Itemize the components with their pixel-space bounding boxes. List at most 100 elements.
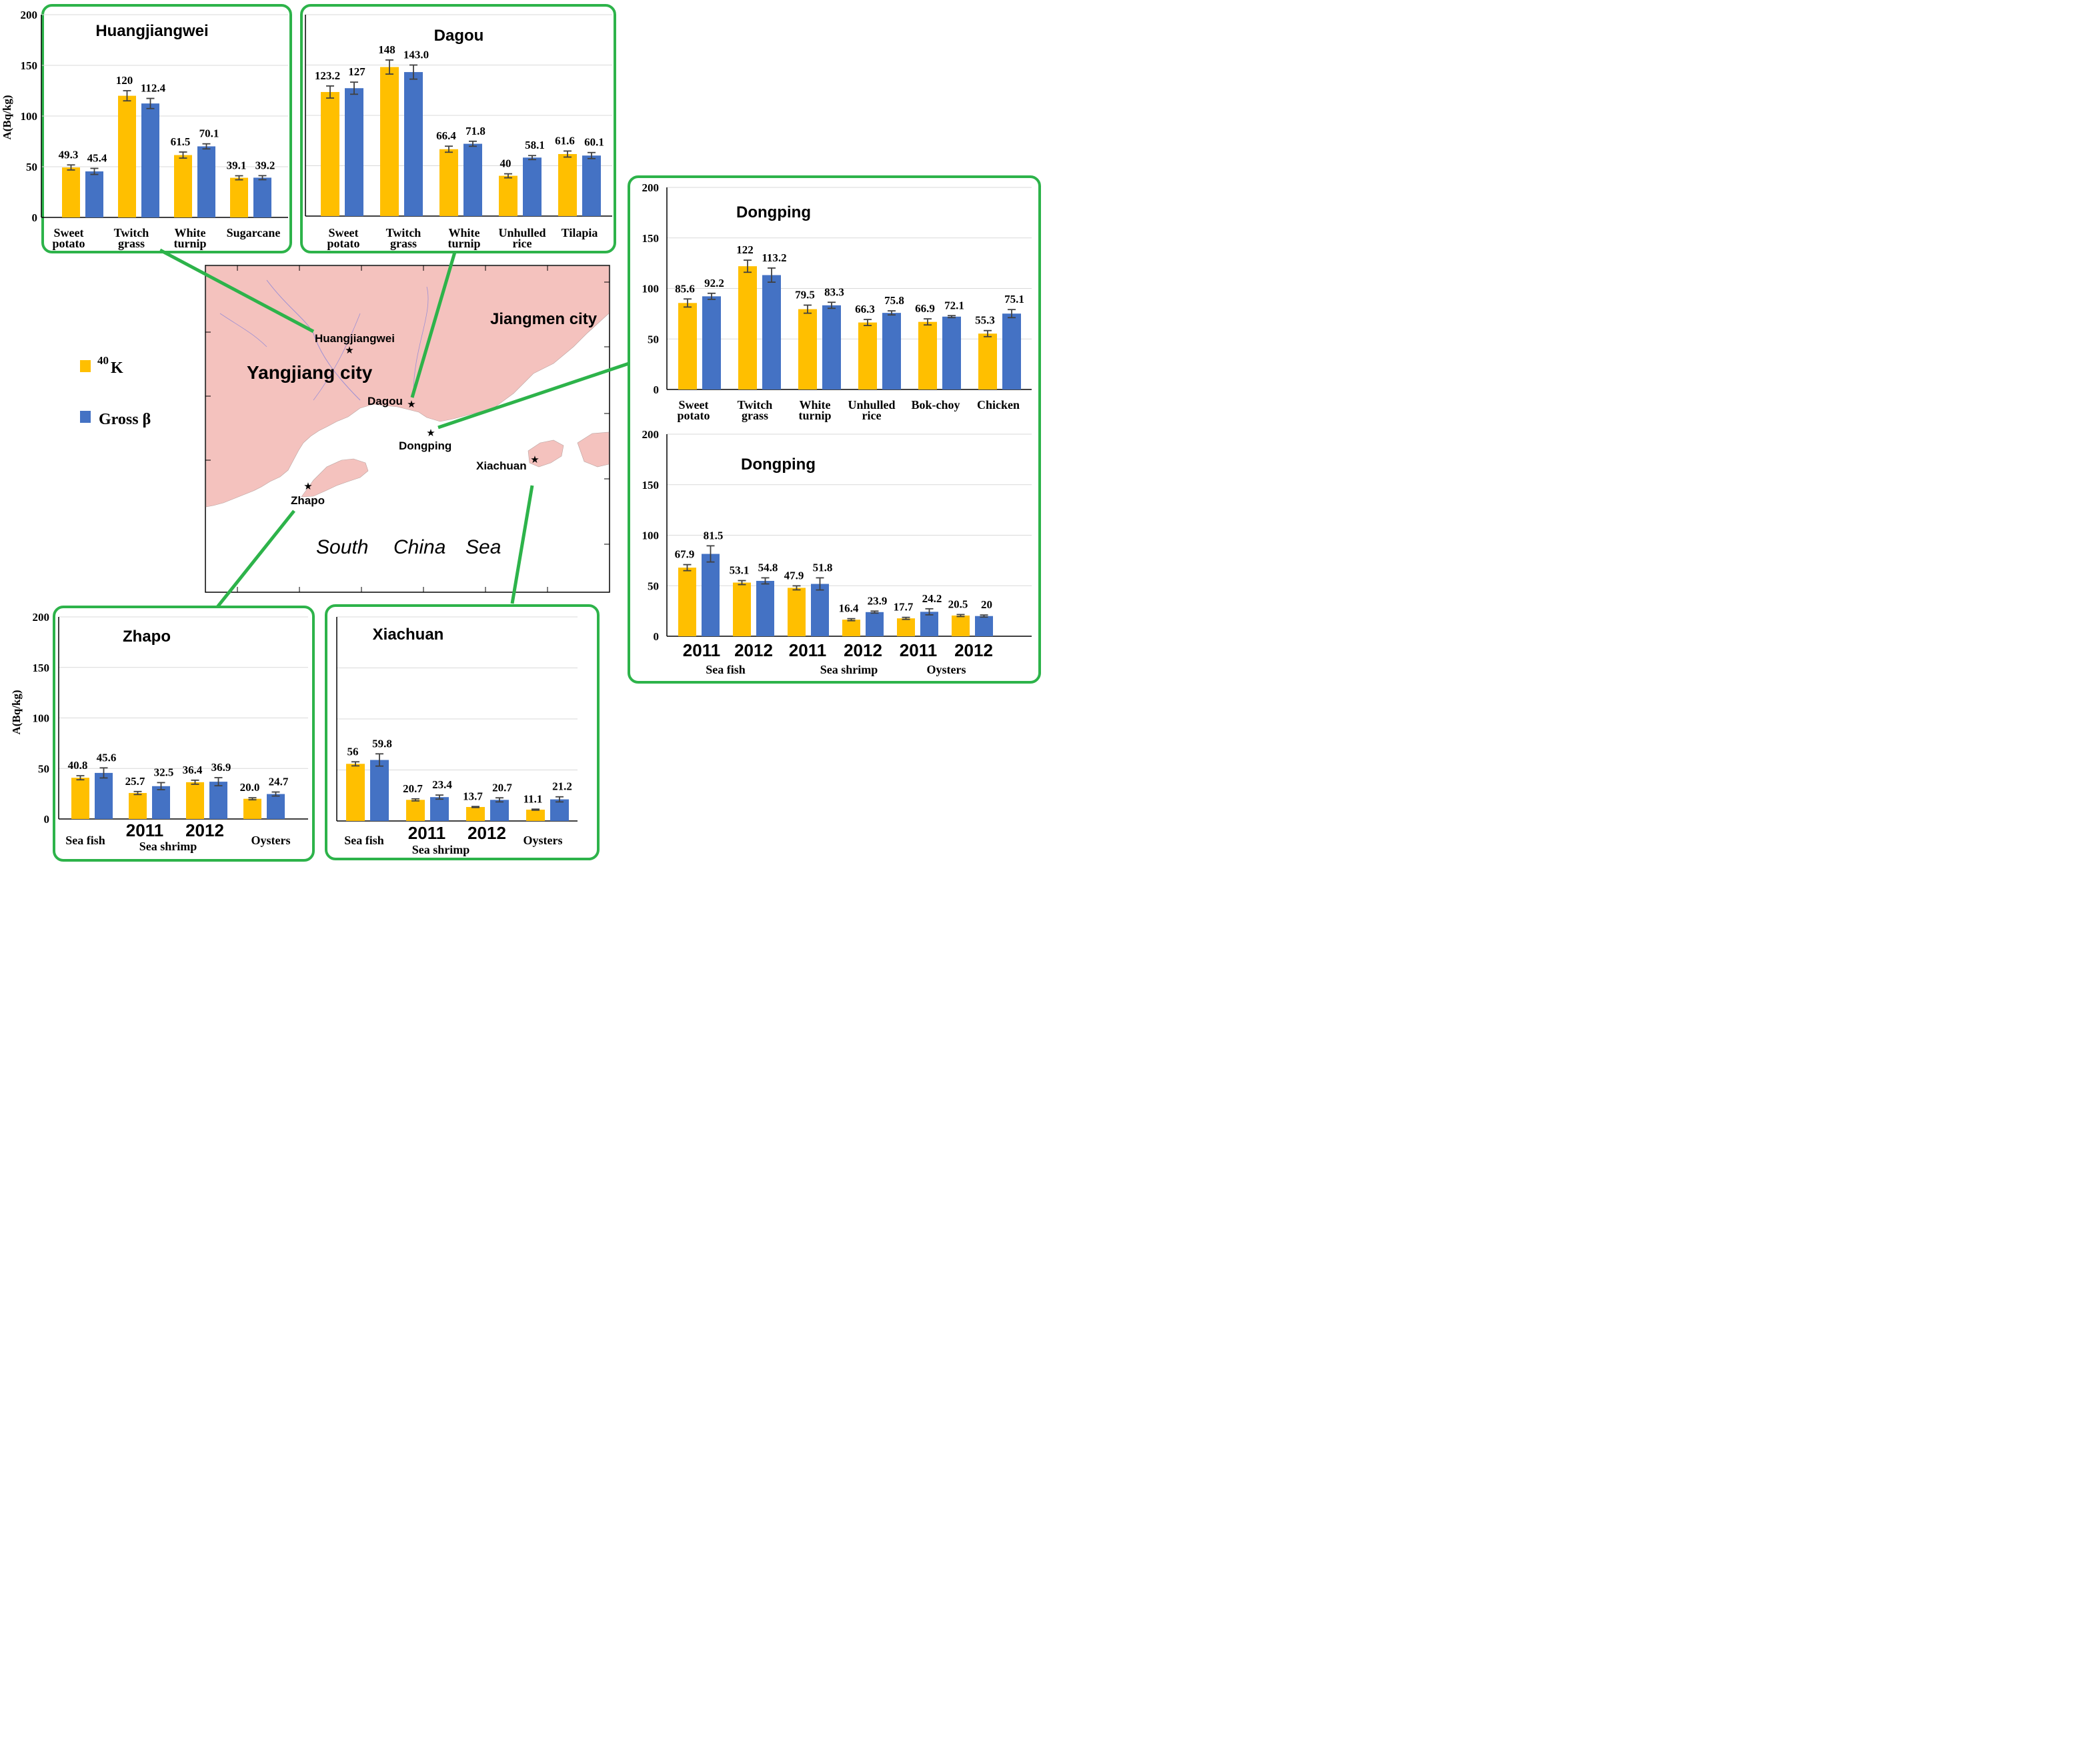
connector-zhapo bbox=[216, 510, 295, 608]
chart-title: Zhapo bbox=[123, 628, 171, 646]
data-label: 66.4 bbox=[436, 129, 456, 142]
y-tick-label: 50 bbox=[648, 580, 659, 592]
data-label: 122 bbox=[736, 243, 754, 256]
data-label: 39.2 bbox=[255, 159, 275, 171]
bar-gross-beta bbox=[152, 786, 170, 819]
bar-k40 bbox=[842, 620, 860, 636]
frame-dagou bbox=[300, 4, 616, 253]
y-tick-label: 100 bbox=[642, 530, 660, 542]
data-label: 72.1 bbox=[944, 299, 964, 311]
x-category-label: grass bbox=[742, 409, 768, 422]
label-sea-sea: Sea bbox=[465, 536, 501, 558]
label-dagou: Dagou bbox=[367, 395, 403, 407]
x-category-label: 2011 bbox=[789, 640, 826, 660]
river bbox=[266, 279, 361, 401]
bar-k40 bbox=[186, 782, 204, 819]
data-label: 81.5 bbox=[704, 529, 724, 542]
bar-k40 bbox=[439, 149, 458, 216]
bar-k40 bbox=[499, 175, 517, 216]
frame-huangjiangwei bbox=[41, 4, 292, 253]
data-label: 13.7 bbox=[463, 790, 483, 802]
y-tick-label: 100 bbox=[33, 712, 50, 725]
chart-huangjiangwei: 0 50 100 150 200 Huangjiangwei 49.3 45.4 Sweetpo… bbox=[21, 9, 288, 250]
y-tick-label: 0 bbox=[654, 383, 660, 396]
chart-title: Dagou bbox=[434, 27, 484, 45]
group-label-xiachuan-sea-shrimp: Sea shrimp bbox=[412, 843, 470, 856]
label-dongping: Dongping bbox=[399, 440, 451, 452]
bar-gross-beta bbox=[430, 797, 449, 821]
bar-k40 bbox=[62, 167, 80, 217]
bar-k40 bbox=[952, 615, 970, 636]
data-label: 20 bbox=[981, 598, 992, 611]
bar-gross-beta bbox=[550, 799, 569, 821]
bar-gross-beta bbox=[920, 612, 938, 636]
x-category-label: potato bbox=[327, 237, 360, 250]
chart-title: Huangjiangwei bbox=[95, 22, 208, 40]
data-label: 79.5 bbox=[795, 288, 815, 301]
bar-k40 bbox=[858, 322, 877, 389]
group-label-sea-shrimp: Sea shrimp bbox=[820, 663, 878, 676]
x-category-label: Unhulled bbox=[848, 398, 895, 411]
data-label: 20.0 bbox=[240, 781, 260, 794]
bar-k40 bbox=[678, 568, 696, 636]
connector-lines bbox=[159, 248, 630, 608]
river bbox=[313, 313, 361, 401]
data-label: 123.2 bbox=[315, 69, 340, 82]
x-category-label: grass bbox=[118, 237, 145, 250]
bar-gross-beta bbox=[702, 554, 720, 636]
bar-gross-beta bbox=[702, 296, 721, 389]
x-category-label: Sea fish bbox=[344, 834, 384, 847]
bar-gross-beta bbox=[345, 88, 363, 216]
x-category-label: Oysters bbox=[523, 834, 563, 847]
chart-zhapo: 0 50 100 150 200 Zhapo 40.8 45.6 Sea fish 25.7 32.… bbox=[33, 611, 308, 847]
chart-title: Xiachuan bbox=[373, 626, 444, 644]
legend-gross-beta-label: Gross β bbox=[99, 411, 151, 428]
label-sea-china: China bbox=[393, 536, 445, 558]
x-category-label: rice bbox=[513, 237, 532, 250]
bar-k40 bbox=[678, 303, 697, 389]
bar-gross-beta bbox=[1002, 313, 1021, 389]
x-category-label: 2011 bbox=[408, 823, 445, 843]
data-label: 85.6 bbox=[675, 282, 695, 295]
connector-xiachuan bbox=[510, 485, 534, 604]
x-category-label: Sea fish bbox=[65, 834, 105, 847]
bar-k40 bbox=[978, 333, 997, 389]
zhapo-peninsula bbox=[301, 458, 369, 498]
bar-gross-beta bbox=[197, 146, 215, 217]
bar-k40 bbox=[738, 266, 757, 389]
x-category-label: Twitch bbox=[738, 398, 773, 411]
legend: 40 K Gross β bbox=[80, 354, 151, 428]
x-category-label: Chicken bbox=[977, 398, 1020, 411]
data-label: 58.1 bbox=[525, 139, 545, 151]
ylabel-huangjiangwei: A(Bq/kg) bbox=[1, 95, 13, 139]
bar-gross-beta bbox=[209, 782, 227, 819]
bar-k40 bbox=[918, 321, 937, 389]
bar-gross-beta bbox=[370, 760, 389, 821]
data-label: 45.6 bbox=[97, 751, 117, 764]
x-category-label: 2012 bbox=[844, 640, 882, 660]
river bbox=[413, 286, 429, 394]
x-category-label: 2012 bbox=[467, 823, 506, 843]
x-category-label: White bbox=[449, 226, 480, 239]
bar-gross-beta bbox=[822, 305, 841, 389]
x-category-label: Sweet bbox=[54, 226, 84, 239]
data-label: 71.8 bbox=[465, 125, 485, 137]
y-tick-label: 100 bbox=[642, 283, 660, 295]
x-category-label: 2011 bbox=[900, 640, 937, 660]
bar-k40 bbox=[380, 67, 399, 217]
x-category-label: Sweet bbox=[679, 398, 709, 411]
bar-gross-beta bbox=[85, 171, 103, 217]
dagou-marker: ★ bbox=[407, 399, 415, 410]
data-label: 83.3 bbox=[824, 285, 844, 298]
ylabel-zhapo: A(Bq/kg) bbox=[10, 690, 23, 734]
data-label: 53.1 bbox=[730, 564, 750, 577]
data-label: 51.8 bbox=[813, 561, 833, 574]
x-category-label: turnip bbox=[173, 237, 206, 250]
data-label: 36.4 bbox=[183, 764, 203, 776]
bar-gross-beta bbox=[942, 316, 961, 389]
data-label: 59.8 bbox=[372, 737, 392, 750]
group-label-sea-fish: Sea fish bbox=[706, 663, 746, 676]
legend-k40-label: K bbox=[111, 359, 123, 377]
bar-gross-beta bbox=[463, 143, 482, 216]
